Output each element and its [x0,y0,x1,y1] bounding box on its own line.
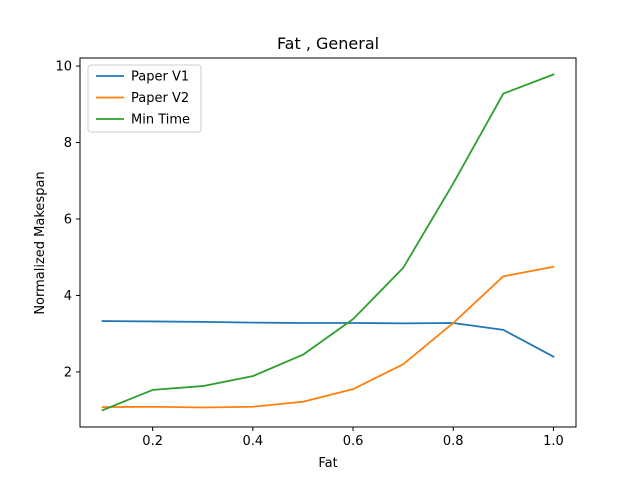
x-tick-label: 0.2 [142,434,163,449]
x-tick-label: 0.8 [443,434,464,449]
axes-frame [79,57,577,428]
series-line-paper-v1 [101,320,555,358]
chart-title: Fat , General [277,34,379,53]
y-axis-label: Normalized Makespan [33,171,48,314]
legend-label-paper-v1: Paper V1 [131,70,189,85]
legend-label-paper-v2: Paper V2 [131,91,189,106]
y-tick-label: 10 [55,60,72,75]
y-tick-label: 4 [64,289,72,304]
x-axis-label: Fat [318,456,337,471]
plot-area: 0.2 0.4 0.6 0.8 1.0 2 4 6 8 10 [55,57,577,449]
x-tick-label: 1.0 [543,434,564,449]
y-tick-label: 6 [64,212,72,227]
series-line-paper-v2 [101,265,555,409]
series-line-min-time [101,73,555,412]
y-tick-label: 8 [64,136,72,151]
legend-label-min-time: Min Time [131,113,190,128]
legend-box [87,64,202,133]
legend: Paper V1 Paper V2 Min Time [87,64,202,133]
x-tick-label: 0.4 [243,434,264,449]
y-tick-label: 2 [64,365,72,380]
x-tick-label: 0.6 [343,434,364,449]
